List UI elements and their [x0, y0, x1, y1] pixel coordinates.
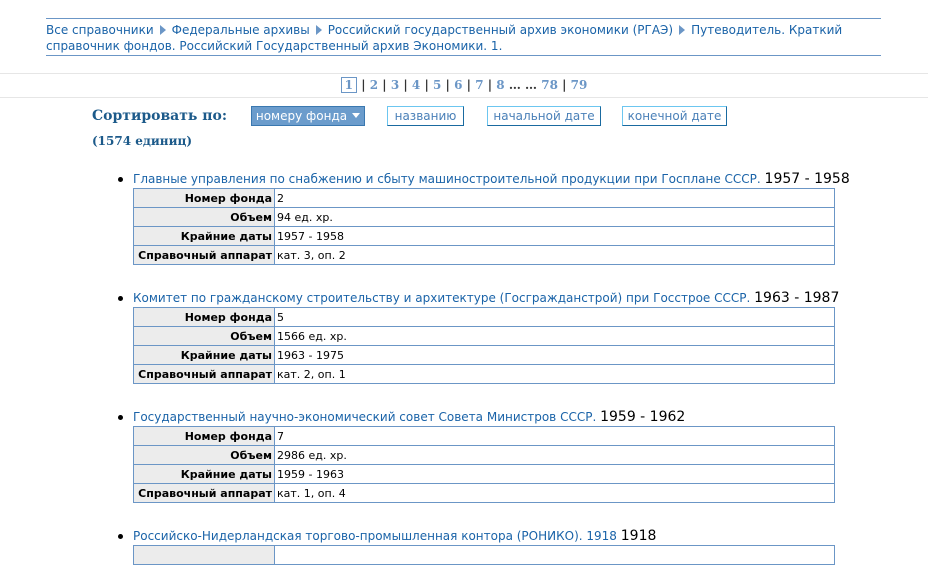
divider — [0, 73, 928, 74]
arrow-right-icon — [159, 25, 166, 35]
fund-details-table: Номер фонда 5 Объем 1566 ед. хр. Крайние дат… — [133, 307, 835, 384]
table-row: Номер фонда 5 — [133, 307, 835, 327]
field-label: Крайние даты — [133, 345, 275, 365]
fund-item: Российско-Нидерландская торгово-промышле… — [118, 528, 835, 565]
sort-by-start-date-button[interactable]: начальной дате — [487, 106, 601, 126]
fund-title-link[interactable]: Главные управления по снабжению и сбыту … — [133, 172, 761, 186]
fund-details-table: Номер фонда 2 Объем 94 ед. хр. Крайние даты 1… — [133, 188, 835, 265]
page-link[interactable]: 8 — [496, 78, 505, 92]
page-current: 1 — [340, 77, 357, 93]
table-row: Справочный аппарат кат. 1, оп. 4 — [133, 483, 835, 503]
field-value: 1566 ед. хр. — [274, 326, 835, 346]
field-label: Объем — [133, 445, 275, 465]
page-link[interactable]: 4 — [411, 78, 421, 92]
fund-item: Государственный научно-экономический сов… — [118, 409, 835, 503]
fund-years: 1959 - 1962 — [600, 409, 686, 425]
field-label: Крайние даты — [133, 226, 275, 246]
table-row: Номер фонда 2 — [133, 188, 835, 208]
table-row: Справочный аппарат кат. 3, оп. 2 — [133, 245, 835, 265]
field-value: кат. 1, оп. 4 — [274, 483, 835, 503]
field-value: 2986 ед. хр. — [274, 445, 835, 465]
field-label — [133, 545, 275, 565]
breadcrumb-all[interactable]: Все справочники — [46, 23, 154, 37]
table-row: Объем 2986 ед. хр. — [133, 445, 835, 465]
fund-title-link[interactable]: Государственный научно-экономический сов… — [133, 410, 597, 424]
fund-years: 1918 — [620, 528, 657, 544]
fund-title-link[interactable]: Комитет по гражданскому строительству и … — [133, 291, 751, 305]
field-value: 5 — [274, 307, 835, 327]
table-row: Справочный аппарат кат. 2, оп. 1 — [133, 364, 835, 384]
page-ellipsis: … … — [508, 78, 538, 92]
sort-button-label: номеру фонда — [255, 109, 348, 123]
sort-by-number-button[interactable]: номеру фонда — [251, 106, 365, 126]
breadcrumb: Все справочники Федеральные архивы Российс… — [46, 18, 881, 56]
table-row: Крайние даты 1963 - 1975 — [133, 345, 835, 365]
field-value: 1957 - 1958 — [274, 226, 835, 246]
fund-years: 1957 - 1958 — [764, 171, 850, 187]
field-value: кат. 3, оп. 2 — [274, 245, 835, 265]
field-label: Справочный аппарат — [133, 483, 275, 503]
fund-years: 1963 - 1987 — [754, 290, 840, 306]
table-row: Объем 94 ед. хр. — [133, 207, 835, 227]
table-row: Крайние даты 1959 - 1963 — [133, 464, 835, 484]
fund-details-table: Номер фонда 7 Объем 2986 ед. хр. Крайние дат… — [133, 426, 835, 503]
field-label: Номер фонда — [133, 188, 275, 208]
field-value: кат. 2, оп. 1 — [274, 364, 835, 384]
page-link[interactable]: 79 — [570, 78, 588, 92]
field-label: Объем — [133, 326, 275, 346]
sort-label: Сортировать по: — [92, 108, 228, 124]
arrow-right-icon — [679, 25, 686, 35]
page-link[interactable]: 7 — [475, 78, 484, 92]
fund-item: Главные управления по снабжению и сбыту … — [118, 171, 850, 265]
field-label: Номер фонда — [133, 307, 275, 327]
sort-by-end-date-button[interactable]: конечной дате — [622, 106, 727, 126]
breadcrumb-guide[interactable]: Путеводитель. Краткий справочник фондов.… — [46, 23, 843, 53]
breadcrumb-rgae[interactable]: Российский государственный архив экономи… — [327, 23, 674, 37]
breadcrumb-federal[interactable]: Федеральные архивы — [171, 23, 310, 37]
field-value — [274, 545, 835, 565]
table-row: Крайние даты 1957 - 1958 — [133, 226, 835, 246]
result-count: (1574 единиц) — [92, 134, 193, 148]
fund-details-table — [133, 545, 835, 565]
field-value: 94 ед. хр. — [274, 207, 835, 227]
page-link[interactable]: 6 — [454, 78, 463, 92]
page-link[interactable]: 2 — [369, 78, 379, 92]
sort-by-name-button[interactable]: названию — [387, 106, 464, 126]
fund-title-link[interactable]: Российско-Нидерландская торгово-промышле… — [133, 529, 617, 543]
caret-down-icon — [352, 113, 361, 118]
field-label: Крайние даты — [133, 464, 275, 484]
arrow-right-icon — [315, 25, 322, 35]
field-label: Справочный аппарат — [133, 245, 275, 265]
field-label: Объем — [133, 207, 275, 227]
table-row: Номер фонда 7 — [133, 426, 835, 446]
field-value: 1959 - 1963 — [274, 464, 835, 484]
page-link[interactable]: 5 — [433, 78, 442, 92]
page-link[interactable]: 78 — [541, 78, 558, 92]
field-label: Номер фонда — [133, 426, 275, 446]
fund-item: Комитет по гражданскому строительству и … — [118, 290, 839, 384]
field-label: Справочный аппарат — [133, 364, 275, 384]
table-row: Объем 1566 ед. хр. — [133, 326, 835, 346]
pagination: 1 | 2 | 3 | 4 | 5 | 6 | 7 | 8 … … 78 | 7… — [0, 77, 928, 93]
field-value: 1963 - 1975 — [274, 345, 835, 365]
field-value: 7 — [274, 426, 835, 446]
field-value: 2 — [274, 188, 835, 208]
page-link[interactable]: 3 — [390, 78, 400, 92]
divider — [0, 97, 928, 98]
